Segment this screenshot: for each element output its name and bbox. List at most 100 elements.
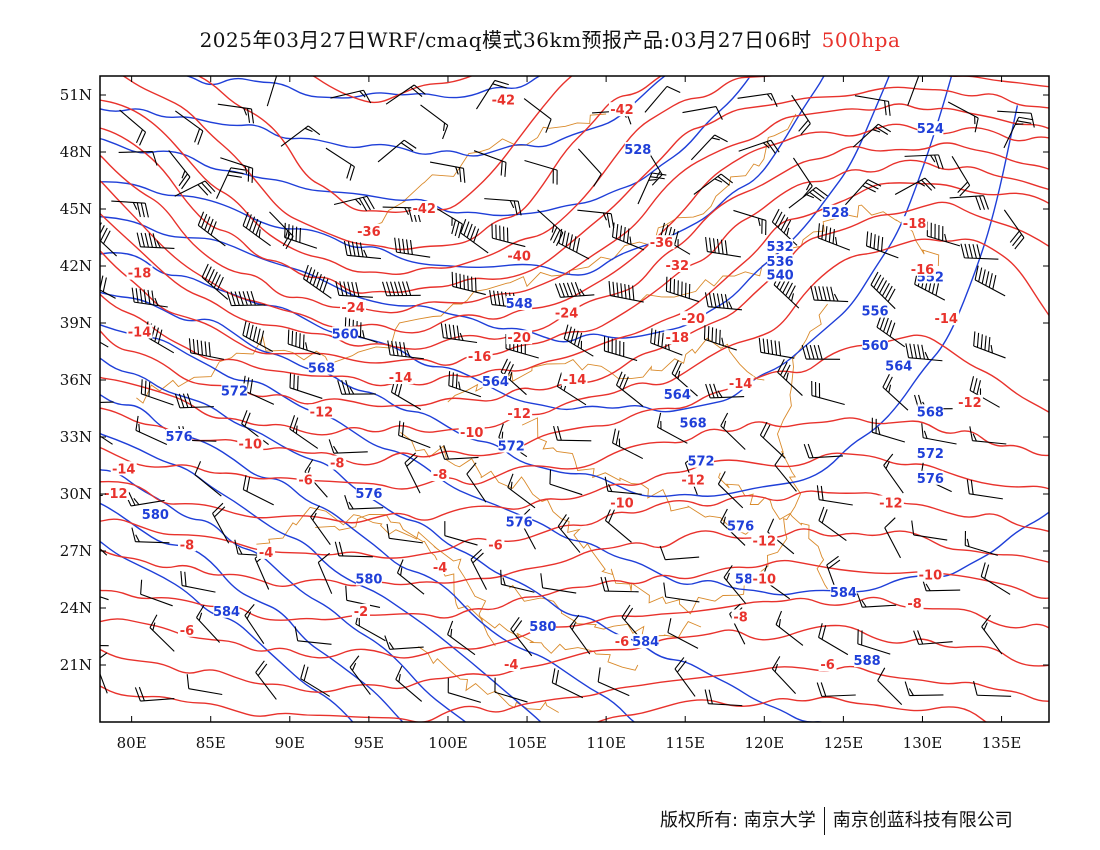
wind-barb: [803, 443, 844, 459]
label-backdrop: [862, 337, 889, 352]
wind-barb: [871, 417, 905, 443]
label-backdrop: [355, 571, 382, 586]
wind-barb: [377, 139, 417, 163]
height-contour: [100, 540, 354, 722]
label-backdrop: [885, 358, 912, 373]
temperature-label: -8: [433, 468, 447, 483]
temperature-label: -4: [259, 546, 273, 561]
wind-barb: [877, 667, 903, 705]
wind-barb: [241, 410, 269, 446]
wind-barb: [300, 664, 330, 697]
temperature-label: -32: [666, 259, 690, 274]
wind-barb: [168, 150, 191, 190]
wind-barb: [816, 485, 853, 506]
temperature-label: -8: [733, 611, 747, 626]
wind-barb: [196, 604, 221, 643]
wind-barb: [451, 271, 486, 296]
label-backdrop: [553, 305, 580, 320]
border-line: [508, 584, 702, 641]
wind-barb: [134, 686, 175, 702]
wind-barb: [870, 271, 896, 310]
wind-barb: [330, 89, 372, 104]
wind-barb: [343, 240, 381, 260]
border-line: [418, 646, 559, 713]
lon-label: 95E: [354, 734, 384, 752]
label-backdrop: [664, 330, 691, 345]
wind-barb: [140, 579, 173, 607]
wind-barb: [420, 104, 449, 140]
wind-barb: [705, 237, 741, 258]
wind-barb: [444, 521, 478, 546]
label-backdrop: [431, 560, 450, 575]
temperature-label: -10: [460, 426, 484, 441]
wind-barb: [969, 376, 1000, 408]
temperature-label: -6: [488, 538, 502, 553]
temperature-label: -6: [298, 474, 312, 489]
label-backdrop: [688, 453, 715, 468]
wind-barb: [118, 151, 158, 166]
temperature-label: -12: [753, 535, 777, 550]
wind-barb: [774, 452, 797, 492]
wind-barb: [964, 530, 998, 556]
label-backdrop: [751, 533, 778, 548]
label-backdrop: [608, 495, 635, 510]
wind-barb: [387, 340, 424, 360]
label-backdrop: [767, 239, 794, 253]
temperature-label: -14: [729, 377, 753, 392]
wind-barb: [242, 320, 274, 352]
height-label: 576: [917, 472, 944, 487]
wind-barb: [226, 291, 266, 307]
label-backdrop: [490, 92, 517, 107]
wind-barb: [876, 313, 906, 348]
wind-barb: [771, 656, 796, 695]
temperature-contour: [100, 159, 1049, 366]
height-label: 584: [830, 586, 857, 601]
height-label: 564: [885, 360, 912, 375]
label-backdrop: [296, 472, 315, 487]
wind-barb: [738, 139, 780, 154]
label-backdrop: [830, 584, 857, 599]
label-backdrop: [917, 404, 944, 419]
wind-barb: [551, 668, 584, 699]
wind-barb: [216, 167, 246, 199]
height-contour: [68, 0, 637, 52]
temperature-label: -14: [934, 312, 958, 327]
wind-barb: [733, 209, 767, 236]
wind-barb: [856, 593, 897, 608]
wind-barb: [473, 150, 507, 177]
wind-barb: [553, 425, 592, 442]
wind-barb: [854, 95, 891, 116]
temperature-label: -6: [180, 624, 194, 639]
wind-barb: [429, 161, 466, 183]
wind-barb: [611, 222, 645, 251]
label-backdrop: [529, 619, 556, 633]
wind-barb: [704, 292, 743, 311]
lat-label: 24N: [60, 599, 92, 617]
wind-barb: [980, 562, 1011, 595]
temperature-contour: [100, 596, 1049, 659]
wind-barb: [969, 426, 1007, 445]
lon-label: 90E: [275, 734, 305, 752]
wind-barb: [720, 412, 746, 450]
height-label: 584: [632, 635, 659, 650]
wind-barb: [704, 689, 743, 707]
wind-barb: [882, 373, 909, 411]
wind-barb: [637, 172, 667, 205]
wind-barb: [905, 343, 943, 362]
height-label: 572: [221, 384, 248, 399]
wind-barb: [811, 380, 845, 406]
wind-barb: [921, 423, 957, 445]
label-backdrop: [680, 472, 707, 487]
wind-barb: [563, 324, 594, 357]
height-contour: [100, 76, 825, 276]
wind-barb: [791, 94, 811, 135]
lon-label: 135E: [982, 734, 1022, 752]
wind-barb: [111, 200, 149, 218]
wind-barb: [212, 502, 230, 544]
wind-barb: [603, 336, 638, 362]
temperature-label: -18: [128, 267, 152, 282]
wind-barb: [759, 421, 786, 459]
wind-barb: [344, 495, 384, 510]
lon-label: 105E: [507, 734, 547, 752]
lat-label: 48N: [60, 143, 92, 161]
